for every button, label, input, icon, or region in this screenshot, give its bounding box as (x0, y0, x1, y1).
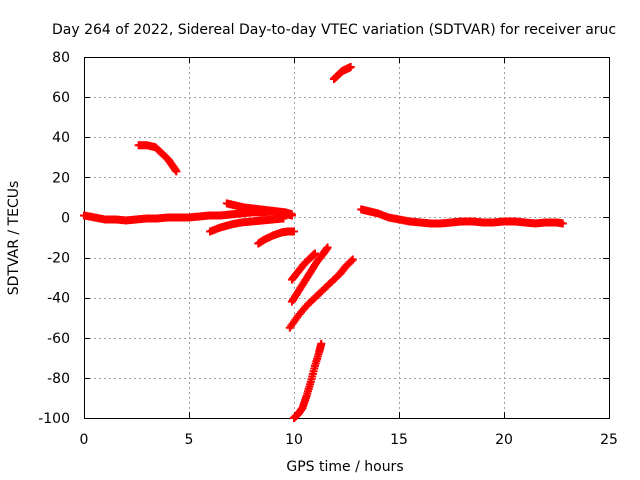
y-tick-label: -20 (47, 251, 70, 267)
x-tick-label: 0 (80, 432, 89, 448)
series-segment-9.8-12.8h (285, 255, 357, 332)
chart-title: Day 264 of 2022, Sidereal Day-to-day VTE… (52, 22, 616, 38)
y-tick-label: -100 (38, 411, 70, 427)
series-arc-2.6-4.4h (134, 141, 181, 176)
data-point (311, 249, 319, 258)
series-segment-9.9-11.6h (287, 243, 332, 306)
series-lower-branch2-8.3-10h (254, 227, 298, 248)
series-segment-10-11.3h (290, 339, 326, 422)
series-lower-branch-6-9.5h (206, 214, 288, 236)
data-point (348, 255, 357, 264)
data-point (558, 219, 567, 228)
series-segment-11.9-12.7h (329, 63, 355, 84)
y-tick-label: -60 (47, 331, 70, 347)
series-tail-13.2-22.8h (357, 205, 567, 228)
y-axis-label: SDTVAR / TECUs (6, 181, 22, 296)
series-segment-9.9-11h (287, 249, 319, 284)
data-point (317, 339, 326, 348)
data-point (346, 63, 355, 72)
data-point (279, 214, 288, 223)
data-point (347, 256, 356, 265)
data-point (287, 210, 296, 219)
data-point (172, 167, 181, 176)
y-tick-label: 60 (52, 90, 70, 106)
x-tick-label: 25 (600, 432, 618, 448)
x-tick-label: 15 (390, 432, 408, 448)
plot-frame (84, 57, 610, 419)
x-axis-label: GPS time / hours (286, 459, 403, 475)
y-tick-label: 80 (52, 50, 70, 66)
x-tick-label: 5 (185, 432, 194, 448)
data-point (290, 227, 298, 236)
y-tick-label: 40 (52, 130, 70, 146)
grid (84, 57, 609, 418)
x-tick-label: 10 (285, 432, 303, 448)
y-tick-label: 20 (52, 170, 70, 186)
y-tick-label: -40 (47, 291, 70, 307)
y-tick-label: -80 (47, 371, 70, 387)
series-upper-branch-6.8-9.9h (222, 199, 296, 219)
x-tick-label: 20 (495, 432, 513, 448)
data-point (323, 243, 332, 252)
data-points (80, 63, 567, 422)
y-tick-label: 0 (61, 210, 70, 226)
axis-ticks: 0 5 10 15 20 25 -100 -80 -60 -40 -20 0 20 40 60 80 (38, 50, 618, 448)
